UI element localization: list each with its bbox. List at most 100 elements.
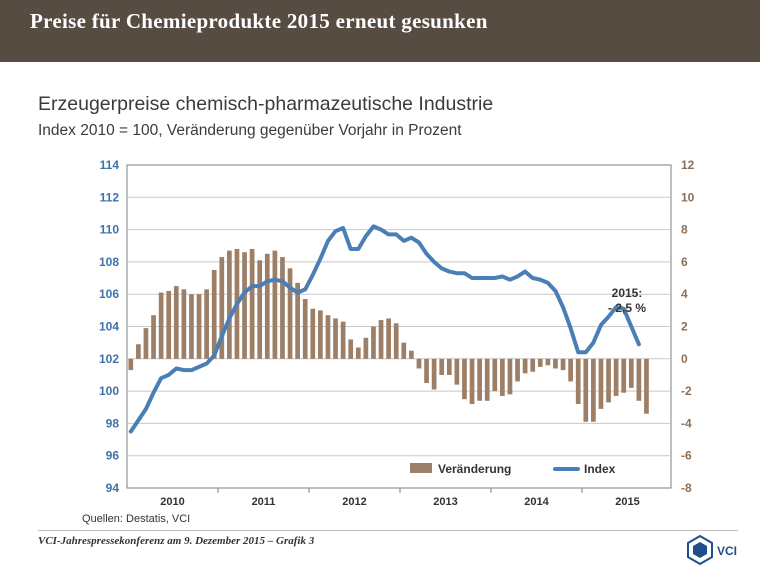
- page-title: Preise für Chemieprodukte 2015 erneut ge…: [30, 9, 488, 33]
- bar: [371, 326, 376, 359]
- bar: [363, 337, 369, 359]
- bar: [469, 358, 475, 405]
- logo-text: VCI: [717, 544, 737, 558]
- legend: Veränderung Index: [410, 462, 616, 476]
- x-tick-label: 2013: [433, 496, 457, 508]
- bar: [628, 358, 634, 388]
- bar: [272, 250, 278, 359]
- bar: [621, 358, 627, 393]
- bar: [484, 358, 490, 401]
- y-right-tick-label: -6: [681, 449, 692, 463]
- annotation-value: - 2,5 %: [608, 301, 646, 315]
- x-tick-label: 2015: [615, 496, 639, 508]
- bar: [302, 299, 308, 359]
- bar: [227, 250, 232, 359]
- x-tick-label: 2011: [252, 496, 276, 508]
- bar: [386, 318, 391, 359]
- y-right-tick-label: 2: [681, 320, 688, 334]
- y-right-tick-label: -4: [681, 416, 692, 430]
- bar: [575, 358, 581, 405]
- x-axis: 2010 2011 2012 2013 2014 2015: [160, 488, 640, 508]
- y-left-tick-label: 112: [100, 190, 120, 204]
- bar: [401, 342, 407, 359]
- footer-divider: [38, 530, 738, 531]
- y-left-tick-label: 96: [106, 449, 120, 463]
- y-right-tick-label: 0: [681, 352, 688, 366]
- bar: [378, 320, 384, 359]
- bar: [249, 248, 255, 359]
- y-right-tick-label: 10: [681, 190, 695, 204]
- bar: [553, 358, 558, 369]
- bar: [591, 358, 596, 422]
- bar: [507, 358, 513, 395]
- bar: [598, 358, 604, 409]
- bar: [151, 315, 156, 359]
- bar: [280, 257, 285, 359]
- bar: [181, 289, 187, 359]
- bar: [568, 358, 573, 382]
- bar: [325, 315, 331, 359]
- bar: [287, 268, 293, 359]
- bar: [318, 310, 323, 359]
- bar: [560, 358, 566, 371]
- y-left-tick-label: 94: [106, 481, 120, 495]
- bar: [173, 286, 179, 359]
- bar: [196, 294, 202, 359]
- bar: [340, 321, 346, 359]
- bar: [264, 253, 270, 359]
- bar: [636, 358, 642, 401]
- index-line: [128, 224, 641, 434]
- bar: [295, 282, 300, 359]
- bar: [454, 358, 460, 385]
- vci-logo: VCI: [687, 534, 737, 566]
- y-axis-left: 94 96 98 100 102 104 106 108 110 112 114: [99, 158, 119, 495]
- legend-swatch-bar: [410, 463, 432, 473]
- bar: [242, 252, 247, 359]
- bar: [136, 344, 141, 359]
- y-left-tick-label: 100: [99, 384, 119, 398]
- y-left-tick-label: 114: [100, 158, 120, 172]
- y-left-tick-label: 104: [99, 320, 119, 334]
- legend-label-line: Index: [584, 462, 616, 476]
- bar: [500, 358, 505, 396]
- header-banner: Preise für Chemieprodukte 2015 erneut ge…: [0, 0, 760, 62]
- source-note: Quellen: Destatis, VCI: [82, 513, 191, 525]
- y-left-tick-label: 102: [99, 352, 119, 366]
- bar: [219, 257, 225, 359]
- y-left-tick-label: 98: [106, 416, 120, 430]
- bar: [204, 289, 209, 359]
- bar: [393, 323, 399, 359]
- y-right-tick-label: -8: [681, 481, 692, 495]
- bar: [613, 358, 619, 396]
- bar: [333, 318, 338, 359]
- x-tick-label: 2010: [160, 496, 184, 508]
- y-right-tick-label: 12: [681, 158, 695, 172]
- bar: [522, 358, 528, 374]
- y-left-tick-label: 108: [99, 255, 119, 269]
- bar: [644, 358, 649, 414]
- bar: [416, 358, 422, 369]
- bar: [477, 358, 482, 401]
- y-right-tick-label: 6: [681, 255, 688, 269]
- bar: [166, 290, 172, 359]
- bar: [424, 358, 429, 384]
- y-right-tick-label: 8: [681, 223, 688, 237]
- bar: [439, 358, 445, 375]
- bar: [530, 358, 536, 372]
- footer-text: VCI-Jahrespressekonferenz am 9. Dezember…: [38, 535, 315, 547]
- chart-title: Erzeugerpreise chemisch-pharmazeutische …: [38, 93, 494, 115]
- y-axis-right: -8 -6 -4 -2 0 2 4 6 8 10 12: [681, 158, 695, 495]
- bar: [257, 260, 263, 359]
- bar: [158, 292, 164, 359]
- annotation-year: 2015:: [612, 286, 643, 300]
- legend-label-bar: Veränderung: [438, 462, 511, 476]
- y-right-tick-label: -2: [681, 384, 692, 398]
- y-left-tick-label: 110: [100, 223, 120, 237]
- bar: [143, 328, 149, 359]
- bar: [310, 308, 316, 359]
- bar: [492, 358, 498, 392]
- y-left-tick-label: 106: [99, 287, 119, 301]
- bar: [189, 294, 194, 359]
- bar: [348, 339, 354, 359]
